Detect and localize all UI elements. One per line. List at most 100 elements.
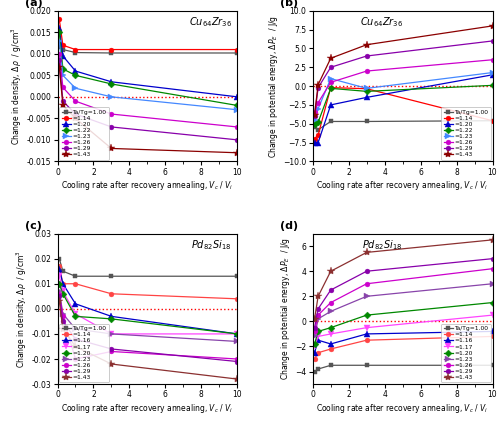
=1.20 xyxy=(234,94,240,99)
Text: $\it{Cu}$$_{64}$$\it{Zr}$$_{36}$: $\it{Cu}$$_{64}$$\it{Zr}$$_{36}$ xyxy=(189,15,232,29)
=1.23 xyxy=(234,339,240,344)
Text: (b): (b) xyxy=(280,0,298,8)
Ta/Tg=1.00 xyxy=(72,50,78,55)
Line: Ta/Tg=1.00: Ta/Tg=1.00 xyxy=(312,363,495,374)
Legend: Ta/Tg=1.00, =1.14, =1.16, =1.17, =1.20, =1.23, =1.26, =1.29, =1.43: Ta/Tg=1.00, =1.14, =1.16, =1.17, =1.20, … xyxy=(60,324,109,382)
=1.16 xyxy=(328,342,334,347)
=1.20 xyxy=(72,69,78,74)
=1.20 xyxy=(108,316,114,322)
=1.43 xyxy=(72,344,78,349)
Line: Ta/Tg=1.00: Ta/Tg=1.00 xyxy=(312,118,495,132)
=1.26 xyxy=(312,110,318,115)
=1.43 xyxy=(56,64,62,69)
=1.14 xyxy=(60,43,66,48)
=1.17 xyxy=(72,311,78,316)
=1.23 xyxy=(56,38,62,43)
Line: =1.16: =1.16 xyxy=(56,266,240,337)
Line: =1.14: =1.14 xyxy=(57,17,240,52)
=1.26 xyxy=(56,291,62,296)
=1.20 xyxy=(56,26,62,31)
=1.26 xyxy=(312,329,318,334)
Line: =1.16: =1.16 xyxy=(312,329,496,355)
=1.14 xyxy=(315,132,321,138)
Line: =1.29: =1.29 xyxy=(312,39,495,118)
=1.16 xyxy=(56,266,62,271)
=1.26 xyxy=(315,312,321,318)
Ta/Tg=1.00 xyxy=(56,45,62,50)
=1.26 xyxy=(490,57,496,62)
=1.20 xyxy=(312,342,318,347)
Line: =1.23: =1.23 xyxy=(312,70,496,123)
=1.43 xyxy=(60,326,66,332)
=1.43 xyxy=(234,376,240,381)
=1.22 xyxy=(72,73,78,78)
=1.29 xyxy=(60,99,66,104)
Line: =1.43: =1.43 xyxy=(310,22,496,119)
Line: =1.26: =1.26 xyxy=(312,266,495,334)
Text: (a): (a) xyxy=(25,0,43,8)
=1.23 xyxy=(108,331,114,336)
Ta/Tg=1.00 xyxy=(328,363,334,368)
=1.14 xyxy=(108,47,114,52)
X-axis label: Cooling rate after recovery annealing, $V_c$ / $V_i$: Cooling rate after recovery annealing, $… xyxy=(316,402,489,415)
Text: $\it{Pd}$$_{82}$$\it{Si}$$_{18}$: $\it{Pd}$$_{82}$$\it{Si}$$_{18}$ xyxy=(362,238,403,252)
Ta/Tg=1.00 xyxy=(364,363,370,368)
=1.16 xyxy=(312,350,318,355)
=1.20 xyxy=(315,140,321,145)
Line: =1.29: =1.29 xyxy=(57,58,240,142)
=1.20 xyxy=(108,79,114,84)
=1.26 xyxy=(328,300,334,305)
=1.29 xyxy=(364,53,370,59)
Ta/Tg=1.00 xyxy=(234,50,240,56)
Line: =1.14: =1.14 xyxy=(312,334,495,362)
=1.14 xyxy=(234,296,240,301)
=1.16 xyxy=(315,338,321,343)
X-axis label: Cooling rate after recovery annealing, $V_c$ / $V_i$: Cooling rate after recovery annealing, $… xyxy=(316,179,489,192)
Ta/Tg=1.00 xyxy=(490,118,496,123)
=1.14 xyxy=(56,263,62,269)
=1.16 xyxy=(234,331,240,336)
Line: =1.14: =1.14 xyxy=(312,85,495,141)
=1.29 xyxy=(60,319,66,324)
=1.43 xyxy=(328,269,334,274)
=1.29 xyxy=(312,114,318,119)
=1.26 xyxy=(315,100,321,105)
Line: =1.26: =1.26 xyxy=(312,57,495,115)
=1.14 xyxy=(60,281,66,286)
=1.14 xyxy=(234,47,240,52)
=1.17 xyxy=(234,331,240,336)
=1.26 xyxy=(490,266,496,271)
Legend: Ta/Tg=1.00, =1.14, =1.20, =1.22, =1.23, =1.26, =1.29, =1.43: Ta/Tg=1.00, =1.14, =1.20, =1.22, =1.23, … xyxy=(441,107,490,160)
Line: =1.20: =1.20 xyxy=(312,300,495,346)
=1.14 xyxy=(72,47,78,52)
=1.23 xyxy=(108,94,114,99)
=1.20 xyxy=(60,291,66,296)
=1.17 xyxy=(364,325,370,330)
Ta/Tg=1.00 xyxy=(328,119,334,124)
=1.20 xyxy=(364,95,370,100)
=1.17 xyxy=(60,289,66,294)
Line: =1.29: =1.29 xyxy=(312,256,495,330)
=1.29 xyxy=(364,269,370,274)
=1.17 xyxy=(315,334,321,339)
Ta/Tg=1.00 xyxy=(108,273,114,279)
=1.14 xyxy=(490,334,496,339)
=1.16 xyxy=(364,331,370,336)
=1.20 xyxy=(56,281,62,286)
=1.43 xyxy=(315,294,321,299)
=1.14 xyxy=(56,17,62,22)
Ta/Tg=1.00 xyxy=(315,366,321,372)
=1.14 xyxy=(328,346,334,352)
Line: =1.43: =1.43 xyxy=(310,236,496,323)
=1.26 xyxy=(72,356,78,362)
=1.16 xyxy=(60,281,66,286)
=1.22 xyxy=(56,30,62,35)
=1.22 xyxy=(315,120,321,125)
=1.23 xyxy=(56,289,62,294)
=1.29 xyxy=(72,112,78,117)
=1.14 xyxy=(490,118,496,123)
=1.23 xyxy=(72,326,78,332)
Line: =1.22: =1.22 xyxy=(312,83,495,126)
=1.23 xyxy=(60,73,66,78)
Line: =1.20: =1.20 xyxy=(312,72,496,145)
